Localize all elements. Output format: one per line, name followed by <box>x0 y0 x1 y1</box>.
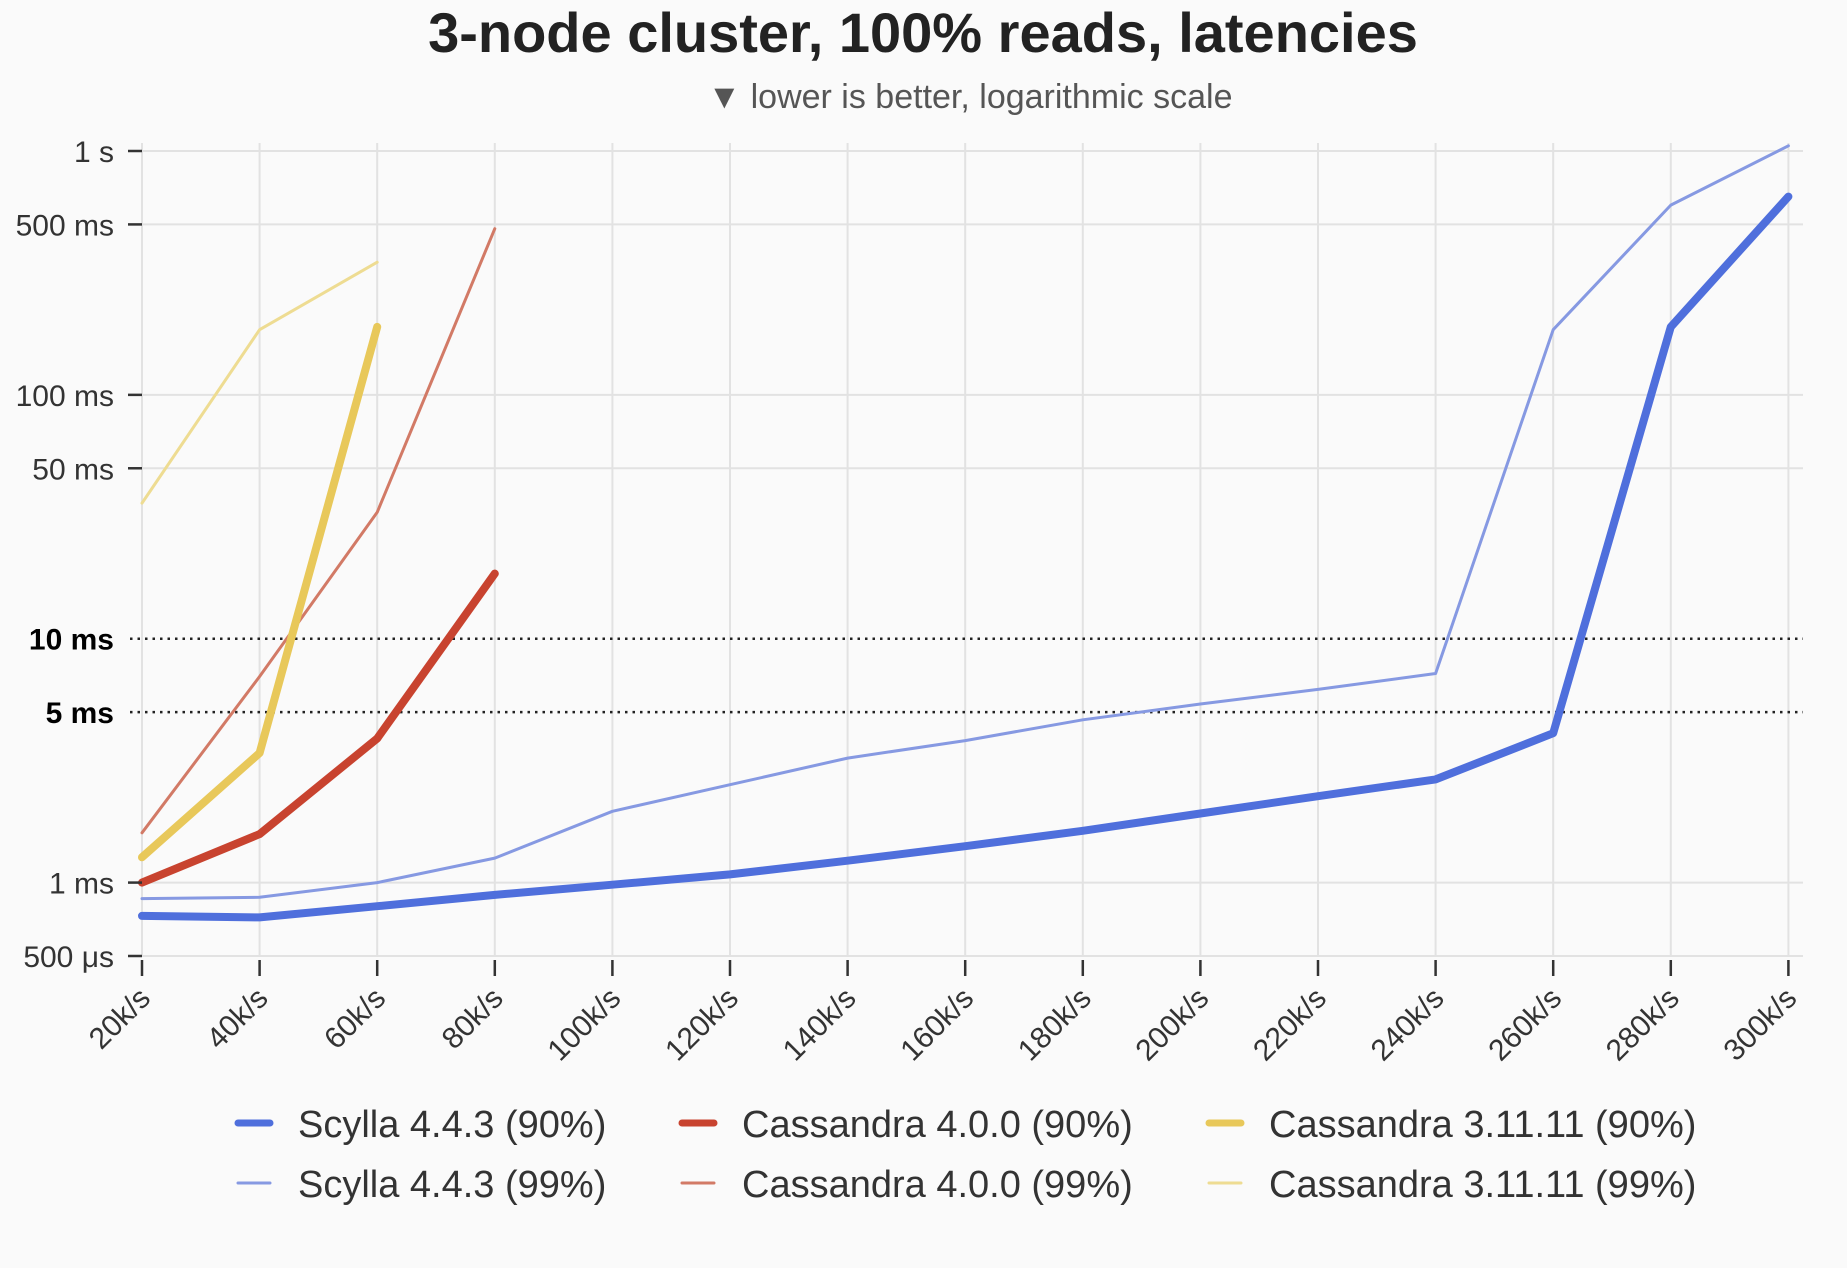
legend-label: Cassandra 4.0.0 (99%) <box>742 1164 1133 1206</box>
x-tick-label: 100k/s <box>542 982 628 1068</box>
series-line-4 <box>140 227 497 835</box>
x-tick-label: 120k/s <box>659 982 745 1068</box>
x-tick-label: 160k/s <box>894 982 980 1068</box>
x-tick-label: 60k/s <box>318 982 392 1056</box>
y-tick-label: 50 ms <box>32 453 114 486</box>
series-line-0 <box>138 192 1793 922</box>
axes: 1 s 500 ms 100 ms 50 ms 10 ms 5 ms 1 ms 500 μs 2… <box>16 136 1804 1067</box>
series-line-1 <box>138 569 499 887</box>
x-tick-label: 300k/s <box>1718 982 1804 1068</box>
y-tick-label: 1 s <box>74 136 114 169</box>
x-tick-label: 180k/s <box>1012 982 1098 1068</box>
x-tick-label: 240k/s <box>1365 982 1451 1068</box>
legend-label: Scylla 4.4.3 (90%) <box>298 1104 606 1146</box>
x-tick-label: 40k/s <box>201 982 275 1056</box>
series-line-5 <box>140 260 379 505</box>
legend-label: Cassandra 3.11.11 (90%) <box>1269 1104 1696 1146</box>
series-line-3 <box>140 144 1790 901</box>
chart-subtitle: ▼ lower is better, logarithmic scale <box>708 78 1233 116</box>
x-tick-label: 260k/s <box>1482 982 1568 1068</box>
x-tick-label: 80k/s <box>436 982 510 1056</box>
x-tick-label: 220k/s <box>1247 982 1333 1068</box>
legend-label: Cassandra 4.0.0 (90%) <box>742 1104 1133 1146</box>
y-tick-label: 500 μs <box>23 941 114 974</box>
x-tick-label: 140k/s <box>777 982 863 1068</box>
legend-label: Cassandra 3.11.11 (99%) <box>1269 1164 1696 1206</box>
y-tick-label: 5 ms <box>46 697 114 730</box>
y-tick-label: 10 ms <box>29 624 114 657</box>
y-tick-label: 1 ms <box>49 868 114 901</box>
legend: Scylla 4.4.3 (90%) Cassandra 4.0.0 (90%) C… <box>234 1104 1696 1206</box>
x-tick-label: 200k/s <box>1130 982 1216 1068</box>
chart-title: 3-node cluster, 100% reads, latencies <box>428 1 1418 64</box>
series-line-2 <box>138 322 382 862</box>
y-tick-label: 100 ms <box>16 380 114 413</box>
legend-label: Scylla 4.4.3 (99%) <box>298 1164 606 1206</box>
grid <box>130 143 1803 957</box>
y-tick-label: 500 ms <box>16 209 114 242</box>
x-tick-label: 280k/s <box>1600 982 1686 1068</box>
series-lines <box>138 144 1793 922</box>
x-tick-label: 20k/s <box>83 982 157 1056</box>
